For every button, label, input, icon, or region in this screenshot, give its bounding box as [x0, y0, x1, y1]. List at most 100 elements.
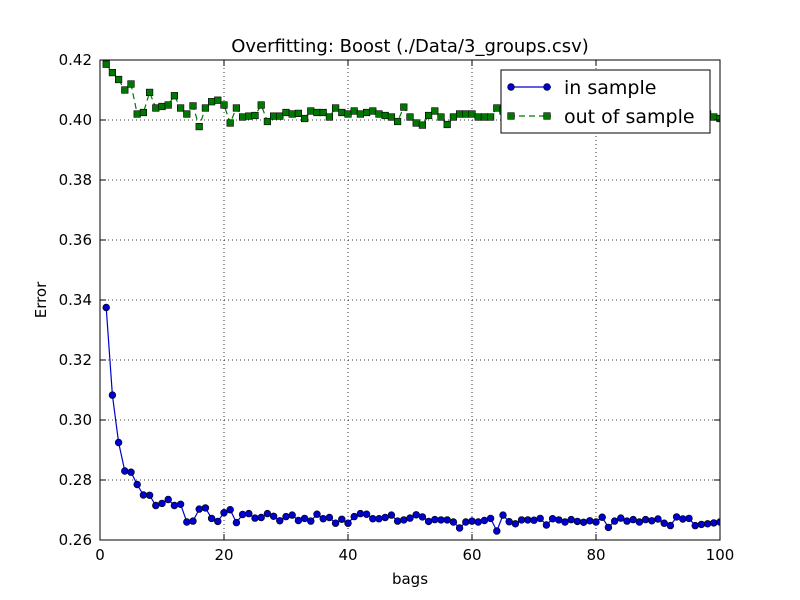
data-point [121, 467, 129, 475]
data-point [431, 515, 439, 524]
data-point [208, 98, 216, 106]
data-point [313, 108, 321, 117]
data-point [170, 92, 179, 100]
data-point [480, 516, 489, 525]
data-point [170, 501, 179, 510]
data-point [524, 516, 532, 524]
data-point [108, 391, 117, 399]
data-point [443, 120, 451, 129]
data-point [449, 518, 458, 526]
y-tick-label: 0.36 [59, 231, 92, 249]
data-point [387, 511, 396, 519]
series-in-sample [102, 303, 720, 535]
y-tick-label: 0.28 [59, 471, 92, 489]
data-point [344, 110, 352, 118]
data-point [716, 114, 720, 123]
data-point [418, 121, 427, 129]
data-point [207, 514, 216, 523]
data-point [319, 514, 327, 523]
data-point [276, 517, 284, 525]
data-point [145, 491, 154, 499]
data-point [393, 117, 402, 126]
data-point [486, 514, 495, 523]
legend-label: in sample [564, 77, 656, 99]
data-point [177, 104, 185, 112]
data-point [412, 511, 420, 519]
data-point [288, 110, 296, 118]
data-point [201, 504, 210, 512]
data-point [350, 512, 358, 521]
data-point [344, 519, 352, 527]
data-point [579, 518, 588, 526]
data-point [393, 517, 402, 525]
data-point [356, 110, 365, 118]
data-point [474, 518, 482, 526]
ticks: 0 20 40 60 80 100 0.26 0.28 0.30 0.32 0.34 0.36 0.38… [59, 51, 735, 564]
data-point [375, 110, 383, 118]
data-point [672, 513, 681, 521]
data-point [468, 517, 476, 525]
data-point [654, 515, 662, 523]
data-point [294, 516, 303, 525]
data-point [257, 101, 265, 109]
data-point [375, 514, 383, 523]
data-point [127, 468, 135, 476]
data-point [226, 506, 234, 514]
legend-marker [507, 112, 515, 120]
legend-label: out of sample [564, 106, 695, 128]
x-tick-label: 0 [95, 546, 105, 564]
data-point [133, 110, 141, 118]
data-point [133, 480, 141, 489]
data-point [679, 515, 687, 523]
data-point [685, 514, 693, 523]
data-point [238, 510, 247, 519]
data-point [220, 101, 228, 109]
data-point [164, 495, 172, 504]
data-point [195, 123, 203, 131]
data-point [152, 501, 160, 510]
data-point [443, 516, 451, 524]
data-point [139, 108, 148, 117]
data-point [350, 107, 358, 115]
data-point [139, 491, 148, 499]
x-tick-label: 60 [462, 546, 481, 564]
data-point [710, 519, 718, 527]
data-point [245, 112, 253, 120]
x-axis-title: bags [392, 570, 428, 588]
data-point [362, 510, 371, 518]
data-point [127, 80, 135, 88]
legend-box [500, 69, 711, 134]
data-point [269, 112, 278, 120]
data-point [319, 108, 327, 117]
data-point [232, 518, 241, 527]
data-point [617, 514, 625, 522]
data-point [369, 514, 377, 523]
data-point [561, 518, 569, 526]
data-point [257, 513, 265, 522]
data-point [455, 524, 464, 532]
x-tick-label: 40 [338, 546, 357, 564]
legend-item: out of sample [507, 106, 695, 128]
data-point [468, 110, 476, 118]
y-tick-label: 0.26 [59, 531, 92, 549]
data-point [548, 514, 557, 523]
data-point [331, 104, 340, 112]
data-point [387, 113, 396, 121]
data-point [356, 509, 365, 518]
data-point [406, 113, 414, 121]
data-point [338, 515, 346, 523]
data-point [660, 519, 668, 527]
data-point [263, 509, 272, 518]
data-point [114, 438, 123, 447]
data-point [183, 110, 191, 118]
y-tick-label: 0.42 [59, 51, 92, 69]
data-point [214, 517, 222, 526]
y-tick-label: 0.30 [59, 411, 92, 429]
data-point [691, 521, 699, 530]
data-point [189, 517, 197, 525]
data-point [623, 517, 631, 525]
data-point [282, 108, 290, 117]
data-point [251, 111, 259, 120]
data-point [536, 514, 544, 523]
